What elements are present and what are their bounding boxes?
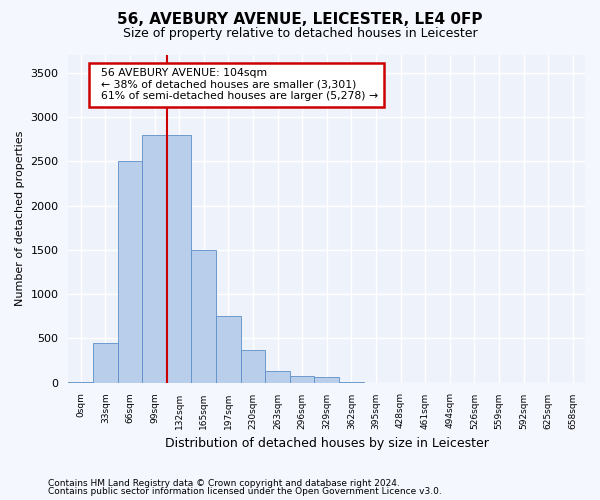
Bar bbox=[290, 376, 314, 382]
Text: Contains HM Land Registry data © Crown copyright and database right 2024.: Contains HM Land Registry data © Crown c… bbox=[48, 478, 400, 488]
Bar bbox=[191, 250, 216, 382]
Bar bbox=[93, 342, 118, 382]
Bar bbox=[167, 134, 191, 382]
Text: Contains public sector information licensed under the Open Government Licence v3: Contains public sector information licen… bbox=[48, 487, 442, 496]
Text: 56, AVEBURY AVENUE, LEICESTER, LE4 0FP: 56, AVEBURY AVENUE, LEICESTER, LE4 0FP bbox=[117, 12, 483, 28]
Bar bbox=[265, 371, 290, 382]
Bar bbox=[241, 350, 265, 382]
Text: 56 AVEBURY AVENUE: 104sqm
  ← 38% of detached houses are smaller (3,301)
  61% o: 56 AVEBURY AVENUE: 104sqm ← 38% of detac… bbox=[94, 68, 379, 102]
Bar bbox=[216, 316, 241, 382]
Bar bbox=[314, 378, 339, 382]
Bar bbox=[142, 134, 167, 382]
Bar bbox=[118, 161, 142, 382]
Text: Size of property relative to detached houses in Leicester: Size of property relative to detached ho… bbox=[122, 28, 478, 40]
X-axis label: Distribution of detached houses by size in Leicester: Distribution of detached houses by size … bbox=[165, 437, 488, 450]
Y-axis label: Number of detached properties: Number of detached properties bbox=[15, 131, 25, 306]
